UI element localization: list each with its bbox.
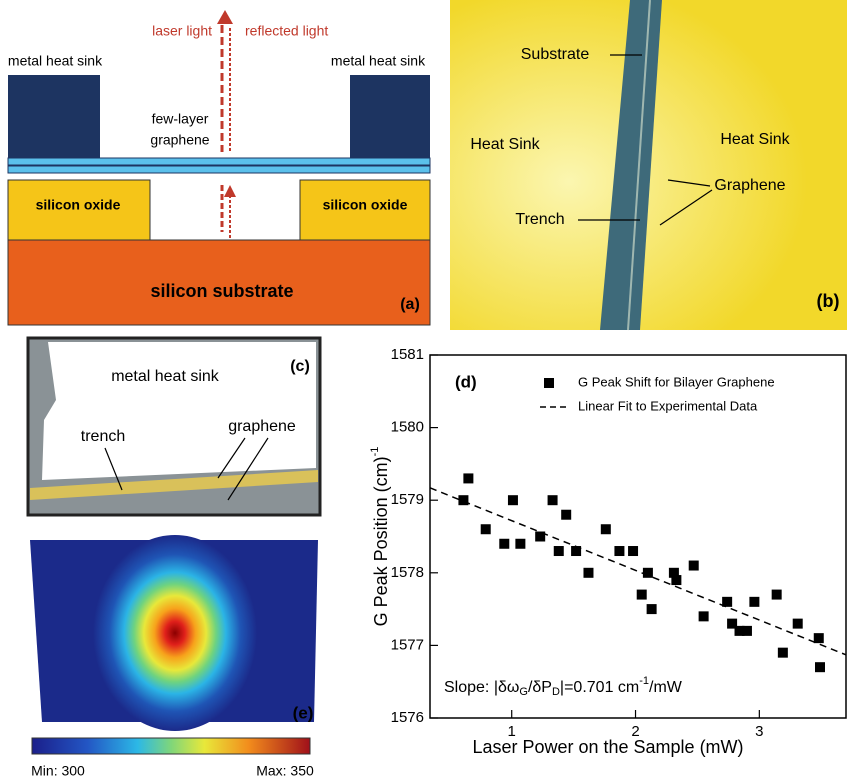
data-point	[583, 568, 593, 578]
y-tick-label: 1576	[391, 709, 424, 726]
colorbar-min: Min: 300	[31, 763, 85, 779]
colorbar-max: Max: 350	[256, 763, 314, 779]
page: metal heat sink metal heat sink laser li…	[0, 0, 847, 781]
panel-b: Substrate Heat Sink Heat Sink Graphene T…	[450, 0, 847, 330]
annotation: Slope: |δωG/δPD|=0.701 cm-1/mW	[444, 675, 683, 698]
data-point	[548, 495, 558, 505]
fit-line	[430, 488, 846, 655]
annotation-part: |=0.701 cm	[560, 679, 639, 696]
label: silicon oxide	[36, 197, 121, 213]
data-point	[458, 495, 468, 505]
annotation-part: -1	[639, 675, 649, 687]
data-point	[481, 524, 491, 534]
panel-a: metal heat sink metal heat sink laser li…	[8, 10, 430, 325]
y-axis-label-sup: -1	[369, 447, 381, 457]
label: Graphene	[714, 177, 785, 194]
x-tick-label: 3	[755, 723, 763, 740]
data-point	[742, 626, 752, 636]
annotation-part: D	[552, 686, 560, 698]
label: trench	[81, 428, 125, 445]
legend-label: G Peak Shift for Bilayer Graphene	[578, 374, 775, 389]
figure: metal heat sink metal heat sink laser li…	[0, 0, 847, 781]
arrow-head	[217, 10, 233, 24]
label: metal heat sink	[111, 368, 220, 385]
data-point	[643, 568, 653, 578]
x-axis-label: Laser Power on the Sample (mW)	[472, 737, 743, 757]
heat-sink	[8, 75, 100, 160]
heat-sink	[350, 75, 430, 160]
label: graphene	[150, 132, 209, 148]
data-point	[772, 590, 782, 600]
y-tick-label: 1581	[391, 346, 424, 363]
annotation-part: /δP	[528, 679, 552, 696]
data-point	[601, 524, 611, 534]
data-point	[561, 510, 571, 520]
label: metal heat sink	[331, 53, 426, 69]
graphene-layer	[8, 166, 430, 173]
label: few-layer	[152, 111, 209, 127]
data-point	[699, 611, 709, 621]
y-tick-label: 1579	[391, 491, 424, 508]
y-axis-label-text: G Peak Position (cm)	[371, 456, 391, 626]
panel-label: (c)	[290, 358, 310, 375]
y-tick-label: 1580	[391, 419, 424, 436]
y-tick-label: 1577	[391, 636, 424, 653]
annotation-part: Slope: |δω	[444, 679, 519, 696]
data-point	[778, 648, 788, 658]
label: Heat Sink	[720, 131, 790, 148]
panel-e: Min: 300 Max: 350 (e)	[30, 535, 318, 779]
label: graphene	[228, 418, 296, 435]
data-point	[815, 662, 825, 672]
heat-sink-photo	[42, 342, 316, 480]
data-point	[647, 604, 657, 614]
panel-label: (b)	[817, 291, 840, 311]
colorbar	[32, 738, 310, 754]
panel-c: metal heat sink (c) trench graphene	[28, 338, 320, 515]
data-point	[554, 546, 564, 556]
data-point	[749, 597, 759, 607]
label: silicon oxide	[323, 197, 408, 213]
data-point	[628, 546, 638, 556]
data-point	[637, 590, 647, 600]
annotation-part: G	[519, 686, 528, 698]
label: laser light	[152, 23, 212, 39]
label: metal heat sink	[8, 53, 103, 69]
graphene-layer	[8, 158, 430, 165]
panel-label: (e)	[293, 703, 314, 722]
arrow-head	[224, 185, 236, 197]
data-point	[499, 539, 509, 549]
data-point	[671, 575, 681, 585]
data-point	[689, 561, 699, 571]
data-point	[515, 539, 525, 549]
y-tick-label: 1578	[391, 564, 424, 581]
label: silicon substrate	[150, 281, 293, 301]
label: reflected light	[245, 23, 328, 39]
data-point	[508, 495, 518, 505]
data-point	[614, 546, 624, 556]
panel-label: (a)	[400, 296, 420, 313]
data-point	[463, 473, 473, 483]
label: Heat Sink	[470, 136, 540, 153]
label: Substrate	[521, 46, 590, 63]
y-axis-label: G Peak Position (cm)-1	[369, 447, 391, 627]
data-point	[814, 633, 824, 643]
legend-marker	[544, 378, 554, 388]
label: Trench	[515, 211, 564, 228]
panel-label: (d)	[455, 372, 477, 391]
legend-label: Linear Fit to Experimental Data	[578, 398, 758, 413]
heatmap	[93, 535, 257, 731]
data-point	[793, 619, 803, 629]
annotation-part: /mW	[649, 679, 683, 696]
